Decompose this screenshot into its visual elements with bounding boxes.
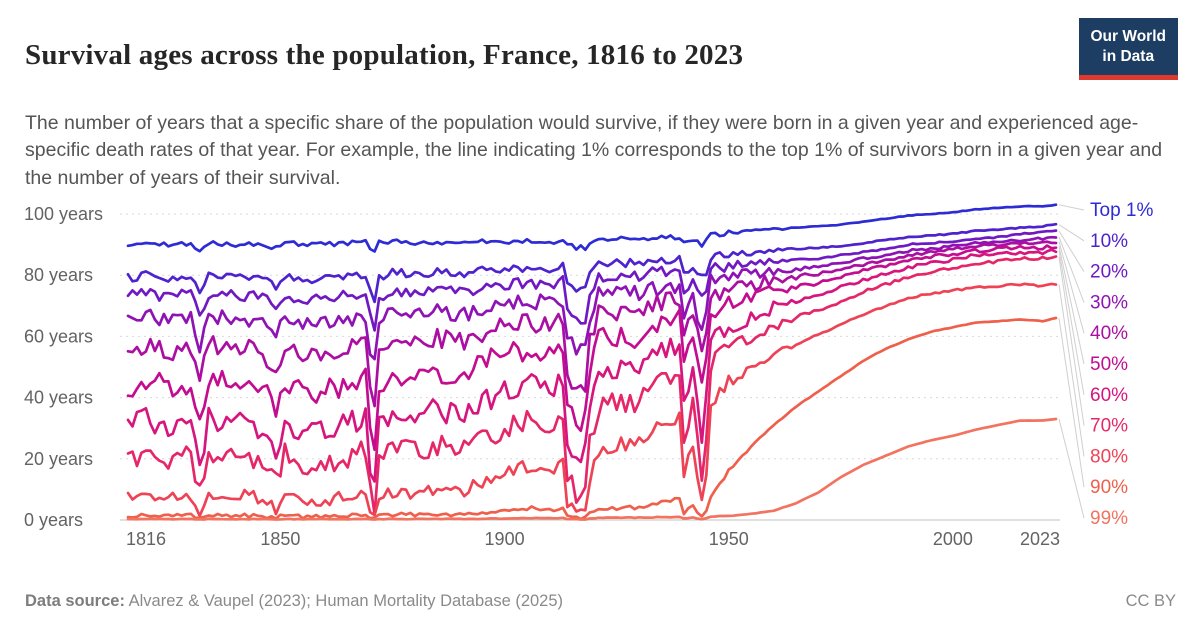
y-axis-label: 40 years: [24, 388, 93, 408]
legend-label-99[interactable]: 99%: [1090, 508, 1128, 529]
series-line-40: [126, 240, 1058, 408]
x-axis-label: 2023: [1020, 529, 1060, 549]
chart-subtitle: The number of years that a specific shar…: [25, 111, 1163, 189]
x-axis-label: 2000: [933, 529, 973, 549]
data-source-label: Data source:: [25, 592, 125, 610]
series-line-70: [126, 255, 1058, 516]
legend-connector-60: [1058, 250, 1085, 395]
chart-svg: 0 years 20 years 40 years 60 years 80 years 1…: [24, 200, 1153, 549]
owid-logo-line1: Our World: [1090, 28, 1167, 45]
y-axis-label: 60 years: [24, 326, 93, 346]
license-badge: CC BY: [1125, 592, 1176, 610]
legend-label-60[interactable]: 60%: [1090, 385, 1128, 406]
y-axis-label: 100 years: [24, 204, 103, 224]
legend-label-40[interactable]: 40%: [1090, 323, 1128, 344]
legend-connector-10: [1058, 224, 1085, 242]
data-source-text: Alvarez & Vaupel (2023); Human Mortality…: [124, 592, 564, 610]
x-axis-label: 1816: [126, 529, 166, 549]
legend-label-20[interactable]: 20%: [1090, 262, 1128, 283]
legend-connector-99: [1058, 418, 1085, 519]
chart-footer: Data source: Alvarez & Vaupel (2023); Hu…: [25, 592, 1176, 611]
owid-logo: Our World in Data: [1078, 18, 1178, 81]
legend-label-10[interactable]: 10%: [1090, 231, 1128, 252]
series-line-60: [126, 248, 1058, 483]
x-axis-label: 1950: [709, 529, 749, 549]
legend-connector-50: [1058, 246, 1085, 365]
series-line-90: [126, 316, 1058, 521]
x-axis-label: 1850: [260, 529, 300, 549]
legend-connector-40: [1058, 241, 1085, 334]
legend-connector-90: [1058, 317, 1085, 488]
legend-label-90[interactable]: 90%: [1090, 477, 1128, 498]
page-title: Survival ages across the population, Fra…: [25, 39, 744, 72]
legend-connector-70: [1058, 256, 1085, 426]
legend-connector-20: [1058, 230, 1085, 272]
legend-connector-30: [1058, 236, 1085, 303]
legend-connector-top-1: [1058, 204, 1085, 211]
series-line-50: [126, 244, 1058, 452]
legend-label-30[interactable]: 30%: [1090, 292, 1128, 313]
series-line-99: [126, 417, 1058, 521]
series-line-80: [126, 282, 1058, 518]
data-source: Data source: Alvarez & Vaupel (2023); Hu…: [25, 592, 563, 611]
series-line-10: [126, 222, 1058, 304]
y-axis-label: 0 years: [24, 510, 83, 530]
y-axis-label: 20 years: [24, 449, 93, 469]
series-line-top-1: [126, 203, 1058, 253]
legend-label-70[interactable]: 70%: [1090, 416, 1128, 437]
legend-label-80[interactable]: 80%: [1090, 446, 1128, 467]
legend-label-50[interactable]: 50%: [1090, 354, 1128, 375]
legend-label-top-1[interactable]: Top 1%: [1090, 200, 1153, 221]
series-line-20: [126, 229, 1058, 332]
owid-logo-line2: in Data: [1102, 47, 1155, 65]
series-line-30: [126, 235, 1058, 361]
y-axis-label: 80 years: [24, 265, 93, 285]
x-axis-label: 1900: [485, 529, 525, 549]
legend-connector-80: [1058, 284, 1085, 457]
